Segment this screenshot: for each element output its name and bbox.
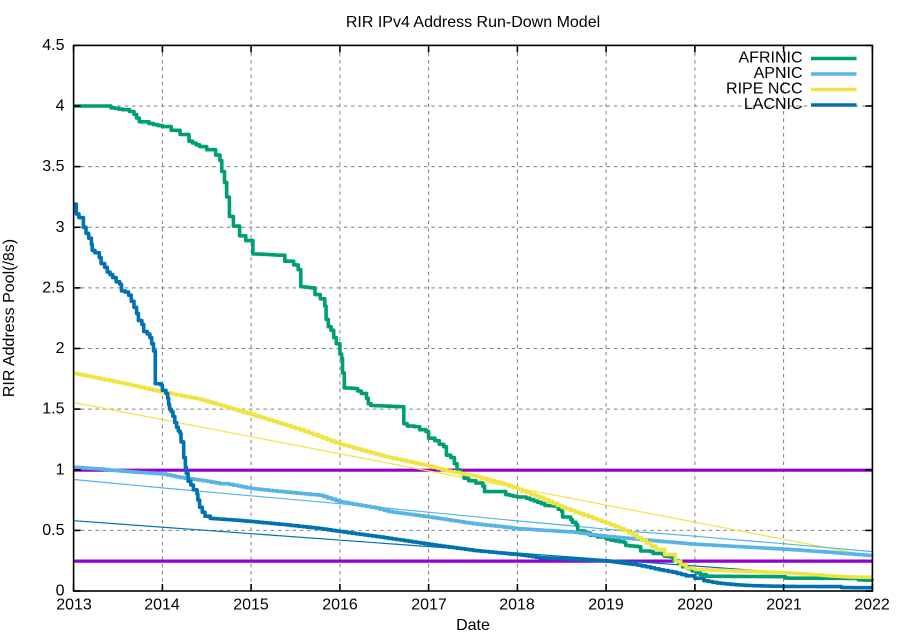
svg-text:2020: 2020 [677, 597, 713, 614]
svg-text:AFRINIC: AFRINIC [739, 50, 803, 67]
svg-text:2021: 2021 [766, 597, 802, 614]
svg-text:2: 2 [56, 340, 65, 357]
svg-text:3.5: 3.5 [42, 158, 64, 175]
svg-text:LACNIC: LACNIC [744, 96, 803, 113]
svg-text:4.5: 4.5 [42, 37, 64, 54]
svg-text:2.5: 2.5 [42, 279, 64, 296]
svg-text:1: 1 [56, 461, 65, 478]
svg-text:RIR Address Pool(/8s): RIR Address Pool(/8s) [1, 239, 18, 397]
svg-text:RIPE NCC: RIPE NCC [726, 81, 802, 98]
svg-text:3: 3 [56, 219, 65, 236]
svg-text:2017: 2017 [411, 597, 447, 614]
svg-text:2013: 2013 [56, 597, 92, 614]
svg-text:2022: 2022 [854, 597, 890, 614]
svg-text:1.5: 1.5 [42, 401, 64, 418]
svg-text:0.5: 0.5 [42, 522, 64, 539]
svg-text:2014: 2014 [144, 597, 180, 614]
svg-text:Date: Date [456, 617, 490, 634]
svg-text:2016: 2016 [322, 597, 358, 614]
svg-text:4: 4 [56, 98, 65, 115]
svg-text:2015: 2015 [233, 597, 269, 614]
svg-text:2018: 2018 [499, 597, 535, 614]
svg-text:APNIC: APNIC [754, 65, 803, 82]
svg-text:0: 0 [56, 583, 65, 600]
svg-text:2019: 2019 [588, 597, 624, 614]
svg-text:RIR IPv4 Address Run-Down Mode: RIR IPv4 Address Run-Down Model [346, 14, 600, 31]
